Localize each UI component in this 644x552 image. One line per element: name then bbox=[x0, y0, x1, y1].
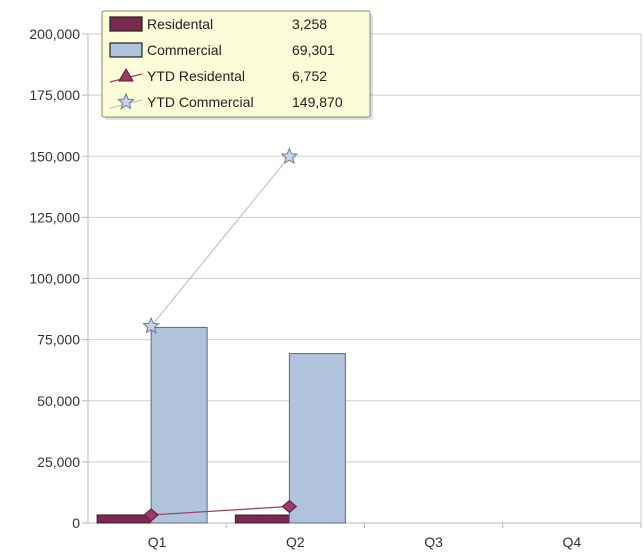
tooltip-series-name: Commercial bbox=[147, 42, 222, 58]
tooltip-value: 69,301 bbox=[292, 42, 335, 58]
y-tick-label: 0 bbox=[72, 515, 80, 531]
point-ytd-commercial[interactable] bbox=[142, 316, 160, 334]
y-tick-label: 200,000 bbox=[29, 26, 80, 42]
bars bbox=[96, 326, 346, 524]
tooltip-series-name: YTD Residental bbox=[147, 68, 245, 84]
tooltip-value: 3,258 bbox=[292, 16, 327, 32]
y-tick-label: 150,000 bbox=[29, 148, 80, 164]
x-tick-label: Q2 bbox=[286, 534, 305, 550]
bar-residental[interactable] bbox=[234, 514, 292, 524]
legend-swatch-commercial bbox=[109, 42, 143, 58]
point-ytd-residental[interactable] bbox=[281, 499, 298, 514]
bar-residental[interactable] bbox=[96, 514, 154, 524]
y-tick-label: 100,000 bbox=[29, 271, 80, 287]
y-tick-label: 175,000 bbox=[29, 87, 80, 103]
tooltip-value: 149,870 bbox=[292, 94, 343, 110]
tooltip-value: 6,752 bbox=[292, 68, 327, 84]
bar-commercial[interactable] bbox=[150, 326, 208, 524]
legend-swatch-residental bbox=[109, 16, 143, 32]
x-tick-label: Q1 bbox=[148, 534, 167, 550]
x-tick-label: Q4 bbox=[563, 534, 582, 550]
y-tick-label: 75,000 bbox=[37, 332, 80, 348]
y-tick-label: 50,000 bbox=[37, 393, 80, 409]
y-tick-label: 25,000 bbox=[37, 454, 80, 470]
data-tooltip: Residental 3,258 Commercial 69,301 YTD Resid… bbox=[101, 10, 373, 120]
line-ytd-commercial bbox=[150, 156, 290, 327]
tooltip-series-name: Residental bbox=[147, 16, 213, 32]
triangle-icon bbox=[118, 68, 134, 82]
point-ytd-commercial[interactable] bbox=[280, 147, 299, 165]
y-axis: 0 25,000 50,000 75,000 100,000 125,000 150,000… bbox=[29, 26, 89, 531]
tooltip-series-name: YTD Commercial bbox=[147, 94, 254, 110]
bar-commercial[interactable] bbox=[288, 353, 346, 524]
line-ytd-residental bbox=[151, 505, 290, 516]
x-axis: Q1 Q2 Q3 Q4 bbox=[148, 523, 642, 550]
star-icon bbox=[117, 92, 135, 110]
point-ytd-residental[interactable] bbox=[143, 508, 159, 522]
tooltip-box bbox=[101, 10, 371, 118]
x-tick-label: Q3 bbox=[424, 534, 443, 550]
line-series bbox=[142, 147, 299, 522]
y-tick-label: 125,000 bbox=[29, 209, 80, 225]
